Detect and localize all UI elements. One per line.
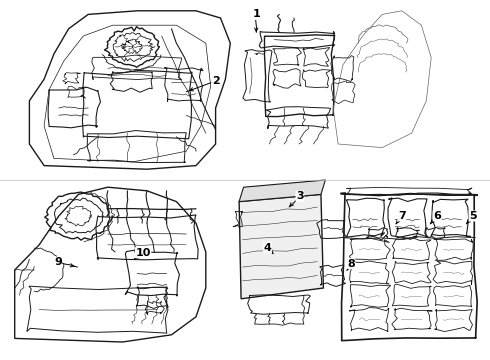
Polygon shape bbox=[239, 194, 323, 299]
Text: 5: 5 bbox=[469, 211, 477, 221]
Text: 2: 2 bbox=[212, 76, 220, 86]
Text: 7: 7 bbox=[398, 211, 406, 221]
Text: 8: 8 bbox=[347, 258, 355, 269]
Text: 4: 4 bbox=[264, 243, 271, 253]
Text: 10: 10 bbox=[135, 248, 151, 258]
Text: 6: 6 bbox=[433, 211, 441, 221]
Text: 9: 9 bbox=[54, 257, 62, 267]
Text: 3: 3 bbox=[296, 191, 304, 201]
Polygon shape bbox=[239, 180, 325, 202]
Text: 1: 1 bbox=[252, 9, 260, 19]
